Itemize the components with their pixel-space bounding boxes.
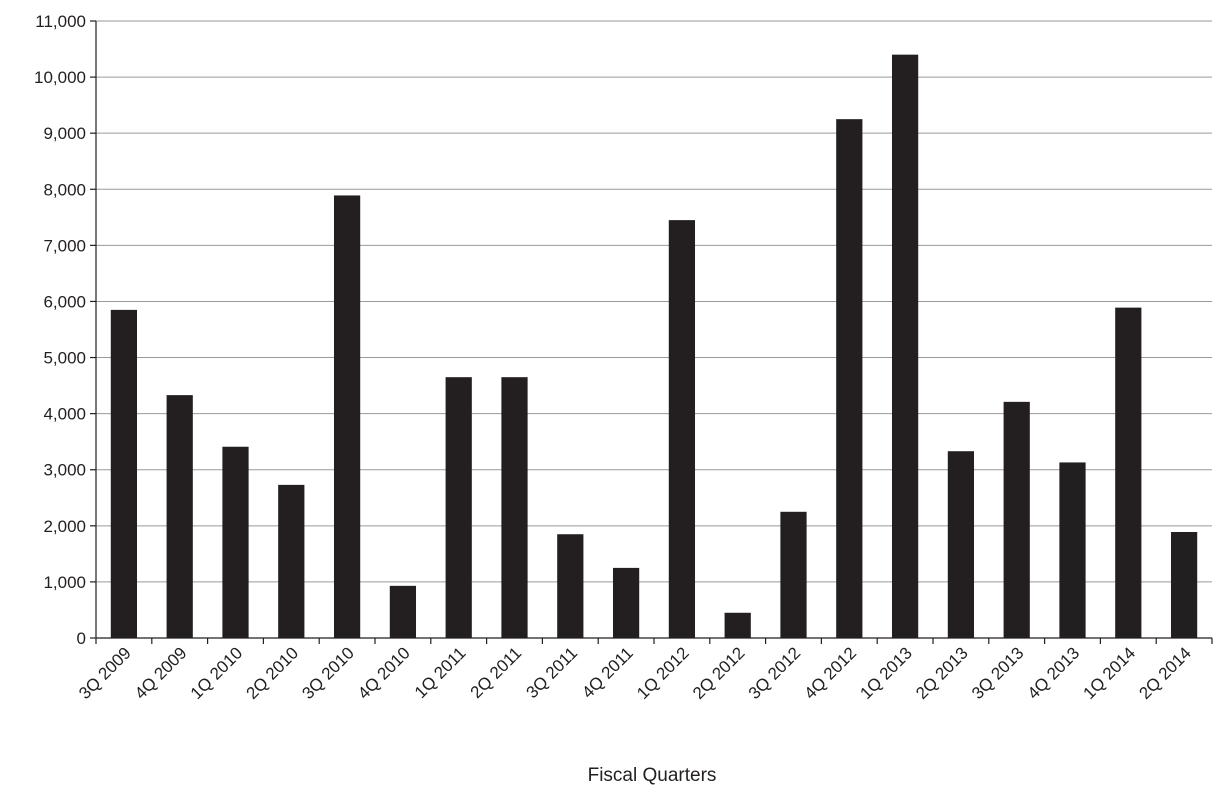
- x-tick-label: 4Q 2009: [131, 643, 191, 703]
- bar: [1059, 462, 1086, 638]
- x-tick-label: 3Q 2012: [745, 643, 805, 703]
- bar: [1170, 531, 1198, 638]
- bar: [891, 54, 919, 639]
- x-tick-label: 3Q 2010: [298, 643, 358, 703]
- bars: [110, 54, 1198, 639]
- y-tick-label: 3,000: [43, 461, 86, 480]
- x-tick-label: 1Q 2013: [856, 643, 916, 703]
- x-tick-label: 2Q 2013: [912, 643, 972, 703]
- y-tick-label: 0: [77, 629, 86, 648]
- y-tick-label: 4,000: [43, 405, 86, 424]
- x-tick-label: 2Q 2014: [1135, 643, 1195, 703]
- x-tick-label: 1Q 2014: [1080, 643, 1140, 703]
- y-tick-label: 8,000: [43, 180, 86, 199]
- bar: [668, 220, 696, 638]
- y-tick-label: 1,000: [43, 573, 86, 592]
- axes: [90, 20, 1213, 644]
- y-tick-label: 2,000: [43, 517, 86, 536]
- bar: [557, 534, 584, 638]
- bar: [836, 119, 863, 639]
- bar: [724, 612, 751, 638]
- y-tick-label: 9,000: [43, 124, 86, 143]
- bar: [1115, 307, 1142, 638]
- y-tick-label: 6,000: [43, 292, 86, 311]
- x-tick-label: 4Q 2012: [801, 643, 861, 703]
- y-tick-label: 7,000: [43, 236, 86, 255]
- x-tick-label: 4Q 2013: [1024, 643, 1084, 703]
- bar: [612, 567, 640, 638]
- x-tick-label: 1Q 2010: [187, 643, 247, 703]
- x-tick-label: 3Q 2013: [968, 643, 1028, 703]
- x-tick-label: 2Q 2011: [467, 643, 526, 702]
- bar: [1003, 401, 1030, 638]
- bar: [278, 484, 305, 638]
- x-axis-title: Fiscal Quarters: [588, 765, 717, 786]
- x-tick-label: 4Q 2010: [354, 643, 414, 703]
- y-tick-label: 5,000: [43, 349, 86, 368]
- bar: [110, 309, 138, 638]
- y-tick-labels: 0 1,000 2,000 3,000 4,000 5,000 6,000 7,000 8,00…: [34, 12, 86, 648]
- x-tick-label: 3Q 2009: [75, 643, 135, 703]
- bar: [780, 511, 807, 638]
- bar: [445, 377, 472, 638]
- x-tick-label: 1Q 2012: [633, 643, 693, 703]
- gridlines: [96, 20, 1212, 583]
- x-tick-label: 1Q 2011: [411, 643, 470, 702]
- bar: [501, 377, 528, 638]
- bar: [947, 451, 975, 638]
- bar: [166, 395, 193, 638]
- x-tick-label: 4Q 2011: [578, 643, 637, 702]
- y-tick-label: 10,000: [34, 68, 86, 87]
- bar: [222, 446, 249, 638]
- x-tick-label: 2Q 2012: [689, 643, 749, 703]
- y-tick-label: 11,000: [35, 12, 86, 31]
- x-tick-label: 3Q 2011: [522, 643, 581, 702]
- bar: [389, 585, 417, 638]
- x-tick-label: 2Q 2010: [243, 643, 303, 703]
- bar: [333, 195, 361, 638]
